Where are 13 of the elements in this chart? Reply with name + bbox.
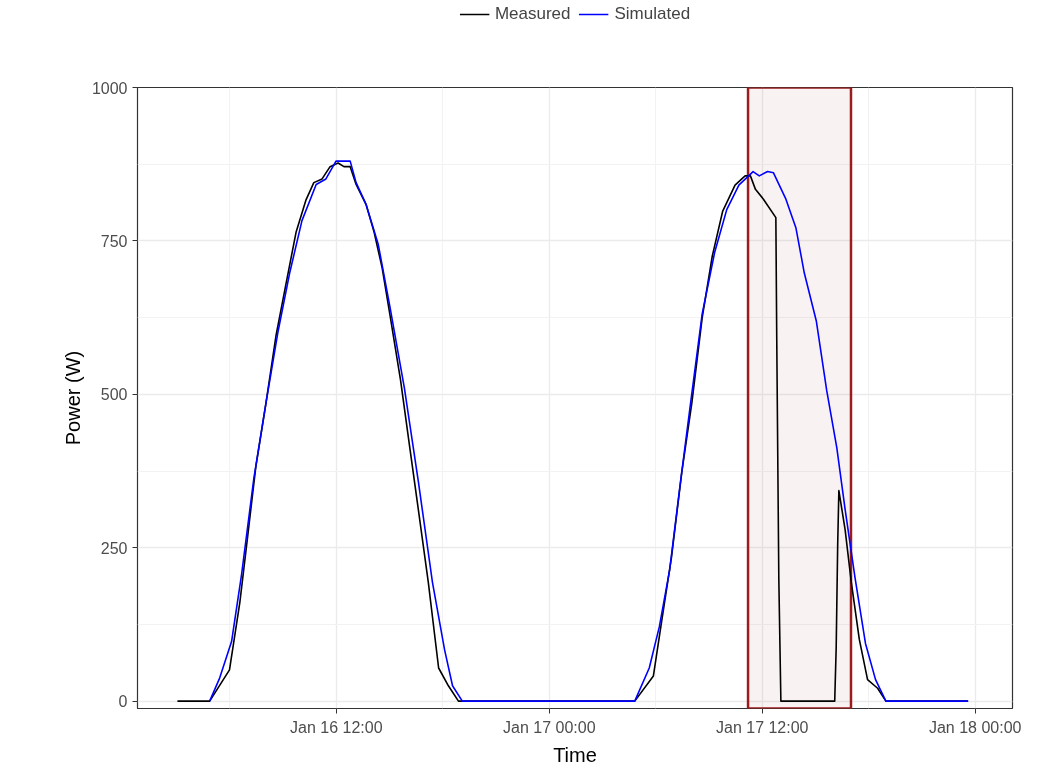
x-axis-title: Time (553, 743, 597, 766)
x-tick-label: Jan 17 00:00 (503, 718, 596, 736)
y-tick-label: 0 (118, 693, 128, 711)
legend-label: Simulated (614, 4, 691, 24)
y-tick-label: 750 (100, 232, 128, 250)
y-tick-label: 250 (100, 539, 128, 557)
y-tick-label: 1000 (91, 79, 128, 97)
x-tick-label: Jan 17 12:00 (715, 718, 809, 736)
x-tick-label: Jan 18 00:00 (928, 718, 1022, 736)
x-tick-label: Jan 16 12:00 (290, 718, 383, 736)
y-axis-title: Power (W) (61, 350, 84, 446)
legend-label: Measured (494, 4, 571, 24)
y-tick-label: 500 (100, 386, 128, 404)
